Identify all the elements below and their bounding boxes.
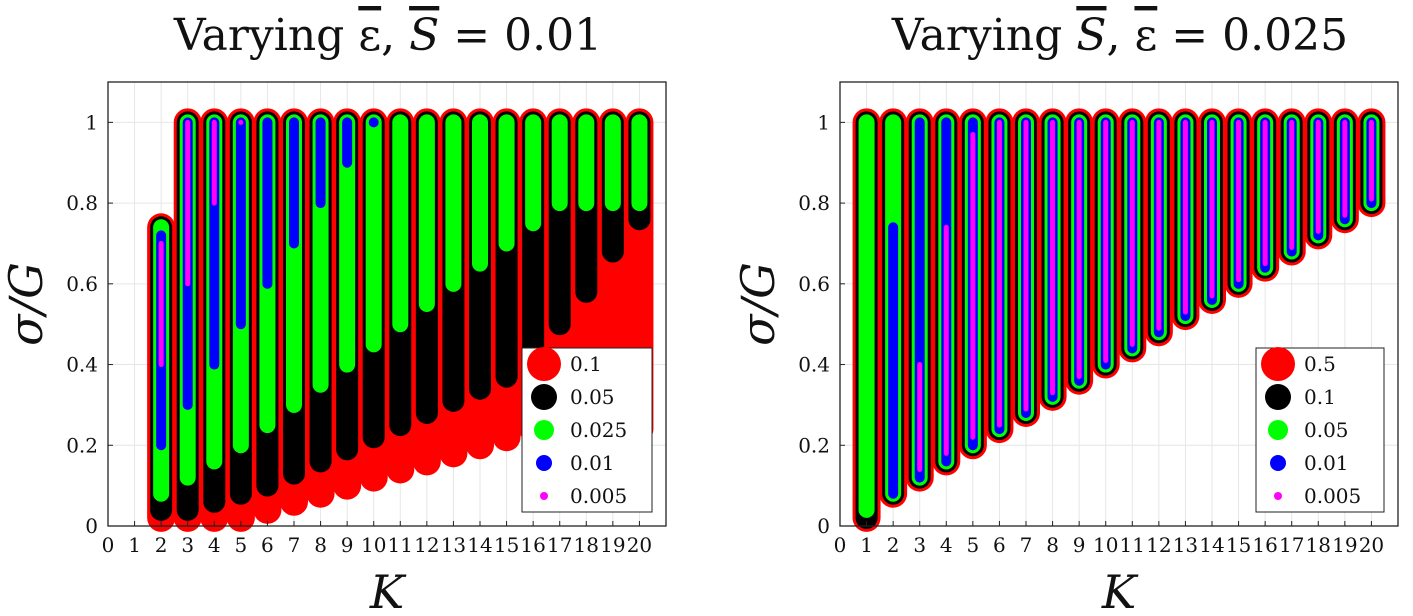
legend-marker: [540, 492, 548, 500]
x-tick-label: 5: [966, 533, 979, 557]
x-tick-label: 17: [547, 533, 572, 557]
x-tick-label: 8: [1046, 533, 1059, 557]
x-tick-label: 4: [208, 533, 221, 557]
x-tick-label: 10: [1093, 533, 1118, 557]
x-tick-label: 14: [1199, 533, 1224, 557]
axes-frame: [107, 81, 667, 527]
x-tick-label: 18: [1306, 533, 1331, 557]
y-tick-label: 0.6: [798, 272, 830, 296]
x-tick-label: 9: [1073, 533, 1086, 557]
legend-marker: [1274, 492, 1282, 500]
y-tick-label: 0: [817, 514, 830, 538]
x-tick-label: 12: [414, 533, 439, 557]
x-axis-label: K: [369, 565, 407, 616]
x-tick-label: 3: [181, 533, 194, 557]
legend-label: 0.05: [570, 385, 615, 409]
legend-label: 0.05: [1304, 418, 1349, 442]
x-tick-label: 10: [361, 533, 386, 557]
legend-marker: [534, 420, 554, 440]
legend-label: 0.1: [570, 352, 602, 376]
x-axis-label: K: [1101, 565, 1139, 616]
x-tick-label: 5: [234, 533, 247, 557]
legend-label: 0.005: [1304, 484, 1361, 508]
x-tick-label: 0: [834, 533, 847, 557]
legend-marker: [1270, 455, 1286, 471]
legend-marker: [1261, 347, 1295, 381]
legend-marker: [1268, 420, 1288, 440]
x-tick-label: 16: [520, 533, 545, 557]
x-tick-label: 14: [467, 533, 492, 557]
x-tick-label: 13: [1173, 533, 1198, 557]
y-tick-label: 0.2: [66, 433, 98, 457]
chart-left: Varying ε, S = 0.01 0 1 2 3 4 5 6 7 8 9 10 11 12 13 14…: [0, 10, 667, 616]
x-tick-label: 20: [627, 533, 652, 557]
y-tick-label: 0.2: [798, 433, 830, 457]
y-tick-label: 1: [817, 110, 830, 134]
x-tick-label: 19: [600, 533, 625, 557]
x-tick-label: 4: [940, 533, 953, 557]
x-tick-label: 3: [913, 533, 926, 557]
x-tick-label: 11: [388, 533, 413, 557]
x-tick-label: 2: [155, 533, 168, 557]
x-tick-label: 19: [1332, 533, 1357, 557]
y-tick-label: 0: [85, 514, 98, 538]
chart-title: Varying S, ε = 0.025: [891, 10, 1348, 61]
legend: 0.5 0.1 0.05 0.01 0.005: [1255, 347, 1385, 513]
y-axis-label: σ/G: [0, 262, 53, 346]
x-tick-label: 9: [341, 533, 354, 557]
axes-frame: [839, 81, 1399, 527]
x-tick-label: 6: [261, 533, 274, 557]
x-tick-label: 7: [1020, 533, 1033, 557]
x-tick-label: 13: [441, 533, 466, 557]
y-tick-label: 0.6: [66, 272, 98, 296]
y-tick-label: 1: [85, 110, 98, 134]
y-tick-label: 0.8: [66, 191, 98, 215]
legend-marker: [527, 347, 561, 381]
x-tick-label: 2: [887, 533, 900, 557]
x-tick-label: 11: [1120, 533, 1145, 557]
series-0.005: [917, 119, 1374, 472]
x-tick-label: 15: [494, 533, 519, 557]
legend-marker: [1265, 384, 1291, 410]
chart-title: Varying ε, S = 0.01: [173, 10, 602, 61]
y-tick-label: 0.4: [66, 353, 98, 377]
legend: 0.1 0.05 0.025 0.01 0.005: [521, 347, 653, 513]
y-axis-label: σ/G: [731, 262, 785, 346]
x-tick-label: 1: [860, 533, 873, 557]
x-tick-label: 8: [314, 533, 327, 557]
x-tick-label: 17: [1279, 533, 1304, 557]
x-tick-label: 7: [288, 533, 301, 557]
x-tick-label: 20: [1359, 533, 1384, 557]
legend-label: 0.025: [570, 418, 627, 442]
x-tick-label: 16: [1252, 533, 1277, 557]
x-tick-label: 18: [574, 533, 599, 557]
y-tick-label: 0.4: [798, 353, 830, 377]
legend-marker: [536, 455, 552, 471]
chart-right: Varying S, ε = 0.025 0 1 2 3 4 5 6 7 8 9 10 11 12 13 1…: [731, 10, 1399, 616]
series-0.005: [158, 119, 244, 368]
x-tick-label: 6: [993, 533, 1006, 557]
x-tick-label: 0: [102, 533, 115, 557]
x-tick-label: 1: [128, 533, 141, 557]
legend-label: 0.1: [1304, 385, 1336, 409]
x-tick-label: 15: [1226, 533, 1251, 557]
legend-label: 0.01: [570, 451, 615, 475]
y-tick-label: 0.8: [798, 191, 830, 215]
x-tick-label: 12: [1146, 533, 1171, 557]
legend-label: 0.01: [1304, 451, 1349, 475]
legend-label: 0.5: [1304, 352, 1336, 376]
legend-label: 0.005: [570, 484, 627, 508]
legend-marker: [531, 384, 557, 410]
